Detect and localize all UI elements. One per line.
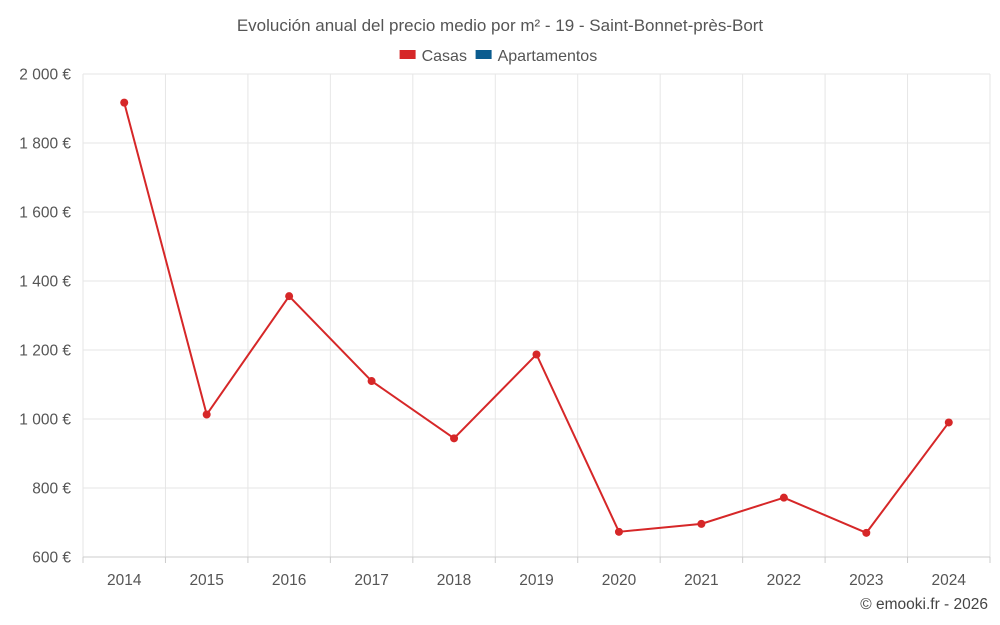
y-tick-label: 1 600 € xyxy=(19,205,71,222)
legend-label: Apartamentos xyxy=(498,48,598,65)
x-tick-label: 2021 xyxy=(684,572,718,589)
y-axis: 600 € 800 € 1 000 € 1 200 € 1 400 € 1 600 € 1 … xyxy=(19,67,71,567)
data-point[interactable] xyxy=(614,527,623,536)
data-point[interactable] xyxy=(697,519,706,528)
data-point[interactable] xyxy=(779,493,788,502)
data-point[interactable] xyxy=(285,292,294,301)
y-tick-label: 1 800 € xyxy=(19,136,71,153)
y-tick-label: 600 € xyxy=(32,550,71,567)
grid xyxy=(82,73,991,557)
data-point[interactable] xyxy=(120,98,129,107)
x-tick-label: 2014 xyxy=(107,572,142,589)
x-tick-label: 2017 xyxy=(354,572,388,589)
x-tick-label: 2020 xyxy=(602,572,637,589)
credit-text: © emooki.fr - 2026 xyxy=(860,596,988,613)
data-point[interactable] xyxy=(532,350,541,359)
x-tick-label: 2016 xyxy=(272,572,306,589)
y-tick-label: 1 400 € xyxy=(19,274,71,291)
y-tick-label: 1 000 € xyxy=(19,412,71,429)
data-point[interactable] xyxy=(944,418,953,427)
x-tick-label: 2018 xyxy=(437,572,471,589)
x-tick-label: 2023 xyxy=(849,572,883,589)
data-point[interactable] xyxy=(202,410,211,419)
data-point[interactable] xyxy=(862,528,871,537)
chart-title: Evolución anual del precio medio por m² … xyxy=(237,16,764,35)
x-tick-label: 2019 xyxy=(519,572,553,589)
data-point[interactable] xyxy=(450,434,459,443)
legend-item-casas[interactable]: Casas xyxy=(399,48,467,65)
x-axis: 2014 2015 2016 2017 2018 2019 2020 2021 2022 2023… xyxy=(82,556,991,589)
legend-swatch xyxy=(399,50,416,59)
legend-item-apartamentos[interactable]: Apartamentos xyxy=(475,48,598,65)
x-tick-label: 2022 xyxy=(767,572,801,589)
y-tick-label: 800 € xyxy=(32,481,71,498)
legend[interactable]: Casas Apartamentos xyxy=(399,48,598,65)
data-point[interactable] xyxy=(367,377,376,386)
x-tick-label: 2015 xyxy=(189,572,223,589)
y-tick-label: 2 000 € xyxy=(19,67,71,84)
series xyxy=(120,98,953,537)
x-tick-label: 2024 xyxy=(932,572,967,589)
legend-swatch xyxy=(475,50,492,59)
legend-label: Casas xyxy=(422,48,467,65)
y-tick-label: 1 200 € xyxy=(19,343,71,360)
